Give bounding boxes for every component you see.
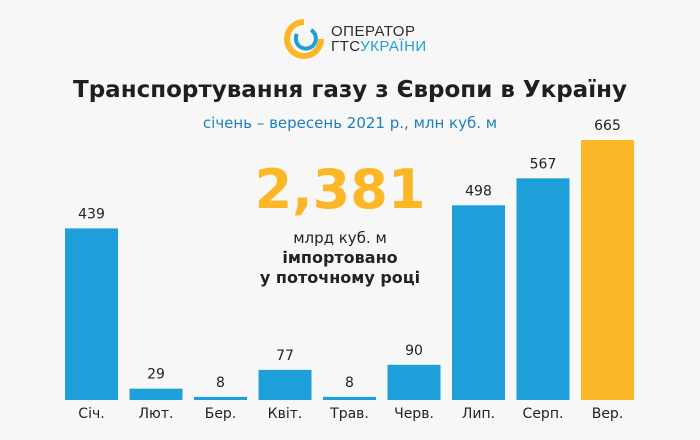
x-tick-label: Трав. [329,406,369,422]
logo-icon [284,19,324,59]
x-tick-label: Лип. [462,406,495,422]
chart-subtitle: січень – вересень 2021 р., млн куб. м [202,114,498,132]
bar [387,364,441,400]
bar [194,396,247,400]
bar [452,205,505,400]
logo-line2a: ГТС [331,38,361,55]
x-tick-label: Січ. [78,406,104,422]
logo-line2b: УКРАЇНИ [360,38,427,55]
data-label: 8 [345,375,354,391]
data-label: 665 [594,118,621,134]
x-tick-label: Серп. [523,406,564,422]
data-label: 29 [147,367,165,383]
x-tick-label: Вер. [592,406,624,422]
bar [258,369,312,400]
logo: ОПЕРАТОР ГТСУКРАЇНИ [283,18,427,60]
chart-title: Транспортування газу з Європи в Україну [73,77,627,103]
x-tick-label: Лют. [139,406,174,422]
callout-unit: млрд куб. м [293,229,387,247]
callout-line1: імпортовано [282,248,398,267]
data-label: 439 [78,206,105,222]
callout-line2: у поточному році [259,268,421,287]
data-label: 567 [530,156,557,172]
bar [581,140,634,400]
logo-line1: ОПЕРАТОР [331,23,416,40]
callout-note: млрд куб. м імпортовано у поточному році [240,228,440,288]
bar [323,396,376,400]
x-tick-label: Квіт. [268,406,303,422]
bar [65,228,118,400]
x-tick-label: Бер. [205,406,237,422]
bar [516,178,570,400]
data-label: 498 [465,183,492,199]
callout-value: 2,381 [254,158,426,221]
x-tick-label: Черв. [394,406,434,422]
data-label: 90 [405,343,423,359]
data-label: 77 [276,348,294,364]
data-label: 8 [216,375,225,391]
bar [129,388,183,400]
